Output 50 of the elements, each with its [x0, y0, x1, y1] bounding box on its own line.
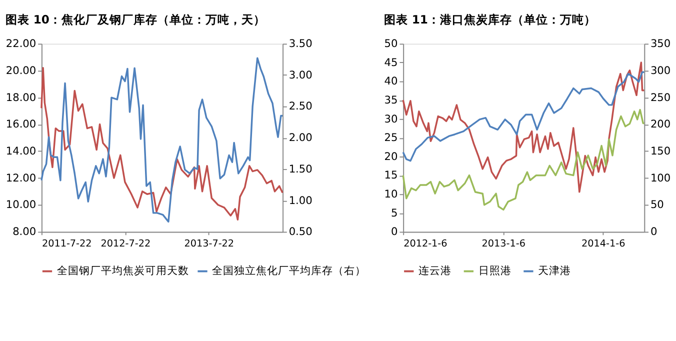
y-tick-label: 14.00	[6, 146, 36, 158]
x-tick-label: 2013-7-22	[184, 238, 234, 250]
x-tick-label: 2013-1-6	[482, 238, 526, 250]
y2-tick-label: 1.00	[288, 194, 313, 207]
y-tick-label: 18.00	[6, 92, 36, 104]
y2-tick-label: 50	[650, 199, 664, 212]
line-series	[402, 108, 646, 211]
y-tick-label: 16.00	[6, 118, 36, 131]
y-tick-label: 10.00	[6, 199, 36, 212]
x-tick-label: 2014-1-6	[582, 238, 626, 250]
y-tick-label: 45	[384, 56, 398, 69]
x-tick-label: 2011-7-22	[42, 238, 92, 250]
line-series	[402, 71, 646, 162]
y-tick-label: 40	[384, 76, 398, 88]
y-tick-label: 15	[384, 170, 398, 182]
y-tick-label: 30	[384, 113, 398, 126]
y-tick-label: 20.00	[6, 64, 36, 77]
y2-tick-label: 300	[650, 64, 671, 77]
y2-tick-label: 250	[650, 92, 671, 104]
y-tick-label: 5	[391, 207, 398, 220]
y-tick-label: 50	[384, 38, 398, 50]
y-tick-label: 8.00	[12, 226, 36, 238]
y2-tick-label: 0	[650, 226, 658, 238]
legend-label: 全国独立焦化厂平均库存（右）	[212, 264, 366, 278]
y-tick-label: 22.00	[6, 38, 36, 50]
y2-tick-label: 2.50	[288, 100, 313, 113]
legend-label: 全国钢厂平均焦炭可用天数	[56, 264, 189, 278]
y-tick-label: 35	[384, 94, 398, 106]
x-tick-label: 2012-1-6	[404, 238, 448, 250]
y2-tick-label: 1.50	[288, 163, 313, 176]
y2-tick-label: 150	[650, 146, 671, 158]
legend-label: 日照港	[478, 264, 512, 278]
y-tick-label: 20	[384, 150, 398, 163]
chart-title: 图表 11：港口焦炭库存（单位：万吨）	[384, 12, 596, 26]
line-series	[402, 62, 646, 193]
y2-tick-label: 0.50	[288, 226, 313, 238]
y2-tick-label: 2.00	[288, 132, 313, 144]
y2-tick-label: 3.50	[288, 38, 313, 50]
y-tick-label: 10	[384, 188, 398, 201]
y-tick-label: 25	[384, 132, 398, 144]
legend-label: 连云港	[418, 264, 452, 278]
y2-tick-label: 100	[650, 172, 671, 184]
chart-title: 图表 10：焦化厂及钢厂库存（单位：万吨，天）	[5, 12, 266, 26]
x-tick-label: 2012-7-22	[100, 238, 151, 250]
y2-tick-label: 350	[650, 38, 671, 50]
y2-tick-label: 3.00	[288, 69, 313, 82]
legend-label: 天津港	[538, 264, 572, 278]
y-tick-label: 12.00	[6, 172, 36, 184]
y-tick-label: 0	[391, 226, 398, 238]
y2-tick-label: 200	[650, 118, 671, 131]
